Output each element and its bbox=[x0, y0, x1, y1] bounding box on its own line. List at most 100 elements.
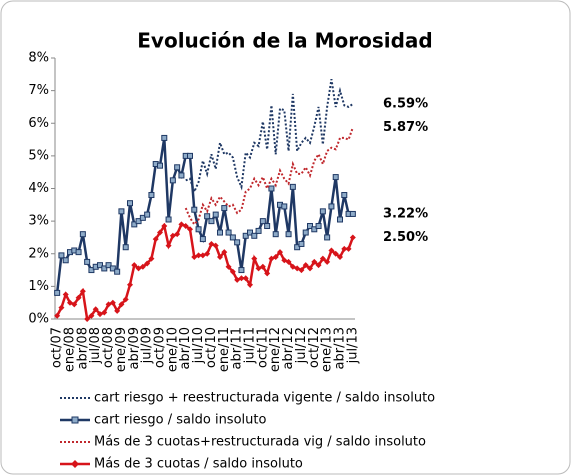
point bbox=[341, 245, 348, 252]
x-tick-label: abr/13 bbox=[333, 327, 348, 370]
point bbox=[204, 213, 211, 220]
point bbox=[92, 306, 99, 313]
point bbox=[75, 294, 82, 301]
point bbox=[251, 255, 258, 262]
point bbox=[285, 231, 292, 238]
legend-label: Más de 3 cuotas+restructurada vig / sald… bbox=[94, 435, 426, 450]
point bbox=[268, 255, 275, 262]
point bbox=[148, 255, 155, 262]
point bbox=[229, 268, 236, 275]
point bbox=[221, 249, 228, 256]
x-tick-label: abr/12 bbox=[281, 327, 296, 370]
point bbox=[165, 242, 172, 249]
point bbox=[328, 247, 335, 254]
point bbox=[229, 234, 236, 241]
point bbox=[302, 229, 309, 236]
x-tick-label: oct/07 bbox=[50, 327, 65, 368]
point bbox=[289, 183, 296, 190]
value-label: 6.59% bbox=[383, 97, 428, 112]
point bbox=[139, 263, 146, 270]
y-tick-label: 4% bbox=[28, 181, 49, 196]
point bbox=[315, 262, 322, 269]
point bbox=[109, 265, 116, 272]
point bbox=[294, 244, 301, 251]
legend-label: cart riesgo / saldo insoluto bbox=[94, 413, 266, 428]
value-label: 5.87% bbox=[383, 120, 428, 135]
point bbox=[332, 250, 339, 257]
legend-marker bbox=[71, 416, 79, 424]
point bbox=[195, 226, 202, 233]
point bbox=[54, 312, 61, 319]
series-line bbox=[184, 127, 354, 227]
point bbox=[285, 258, 292, 265]
x-tick-label: oct/11 bbox=[255, 327, 270, 368]
point bbox=[88, 267, 95, 274]
x-tick-label: oct/09 bbox=[153, 327, 168, 368]
point bbox=[324, 234, 331, 241]
point bbox=[144, 211, 151, 218]
point bbox=[221, 205, 228, 212]
x-tick-label: ene/12 bbox=[268, 327, 283, 372]
point bbox=[225, 229, 232, 236]
point bbox=[251, 232, 258, 239]
point bbox=[247, 229, 253, 236]
point bbox=[105, 262, 112, 269]
y-tick-label: 8% bbox=[28, 51, 49, 66]
point bbox=[97, 262, 103, 269]
point bbox=[84, 316, 91, 322]
point bbox=[62, 291, 69, 298]
point bbox=[169, 177, 176, 184]
point bbox=[118, 301, 125, 308]
x-tick-label: jul/11 bbox=[243, 327, 258, 364]
point bbox=[122, 244, 129, 251]
legend-marker bbox=[71, 460, 79, 468]
x-tick-label: abr/09 bbox=[127, 327, 142, 370]
x-tick-label: ene/10 bbox=[165, 327, 180, 372]
x-tick-label: ene/09 bbox=[114, 327, 129, 372]
point bbox=[217, 254, 223, 261]
point bbox=[208, 218, 215, 225]
point bbox=[225, 263, 232, 270]
point bbox=[328, 203, 335, 210]
point bbox=[114, 268, 121, 275]
y-tick-label: 0% bbox=[28, 312, 49, 327]
point bbox=[101, 265, 108, 272]
y-tick-label: 3% bbox=[28, 214, 49, 229]
point bbox=[319, 208, 326, 215]
point bbox=[311, 258, 318, 265]
point bbox=[135, 218, 142, 225]
point bbox=[281, 203, 288, 210]
point bbox=[264, 270, 271, 277]
point bbox=[311, 226, 318, 233]
point bbox=[199, 236, 206, 243]
point bbox=[204, 250, 211, 257]
point bbox=[54, 289, 61, 296]
point bbox=[302, 262, 309, 269]
x-tick-label: abr/10 bbox=[178, 327, 193, 370]
point bbox=[212, 242, 219, 249]
point bbox=[122, 296, 129, 303]
point bbox=[58, 252, 65, 259]
point bbox=[174, 231, 181, 238]
y-tick-label: 2% bbox=[28, 246, 49, 261]
x-tick-label: abr/08 bbox=[75, 327, 90, 370]
point bbox=[139, 214, 146, 221]
point bbox=[259, 218, 266, 225]
point bbox=[161, 134, 168, 141]
point bbox=[71, 301, 78, 308]
point bbox=[187, 152, 193, 159]
point bbox=[165, 216, 172, 223]
point bbox=[58, 304, 65, 311]
point bbox=[75, 249, 82, 256]
point bbox=[277, 249, 283, 256]
point bbox=[182, 223, 189, 230]
x-tick-label: oct/10 bbox=[204, 327, 219, 368]
point bbox=[268, 185, 275, 192]
point bbox=[144, 260, 151, 267]
point bbox=[242, 275, 249, 282]
point bbox=[131, 262, 138, 269]
point bbox=[247, 281, 253, 288]
point bbox=[152, 236, 159, 243]
